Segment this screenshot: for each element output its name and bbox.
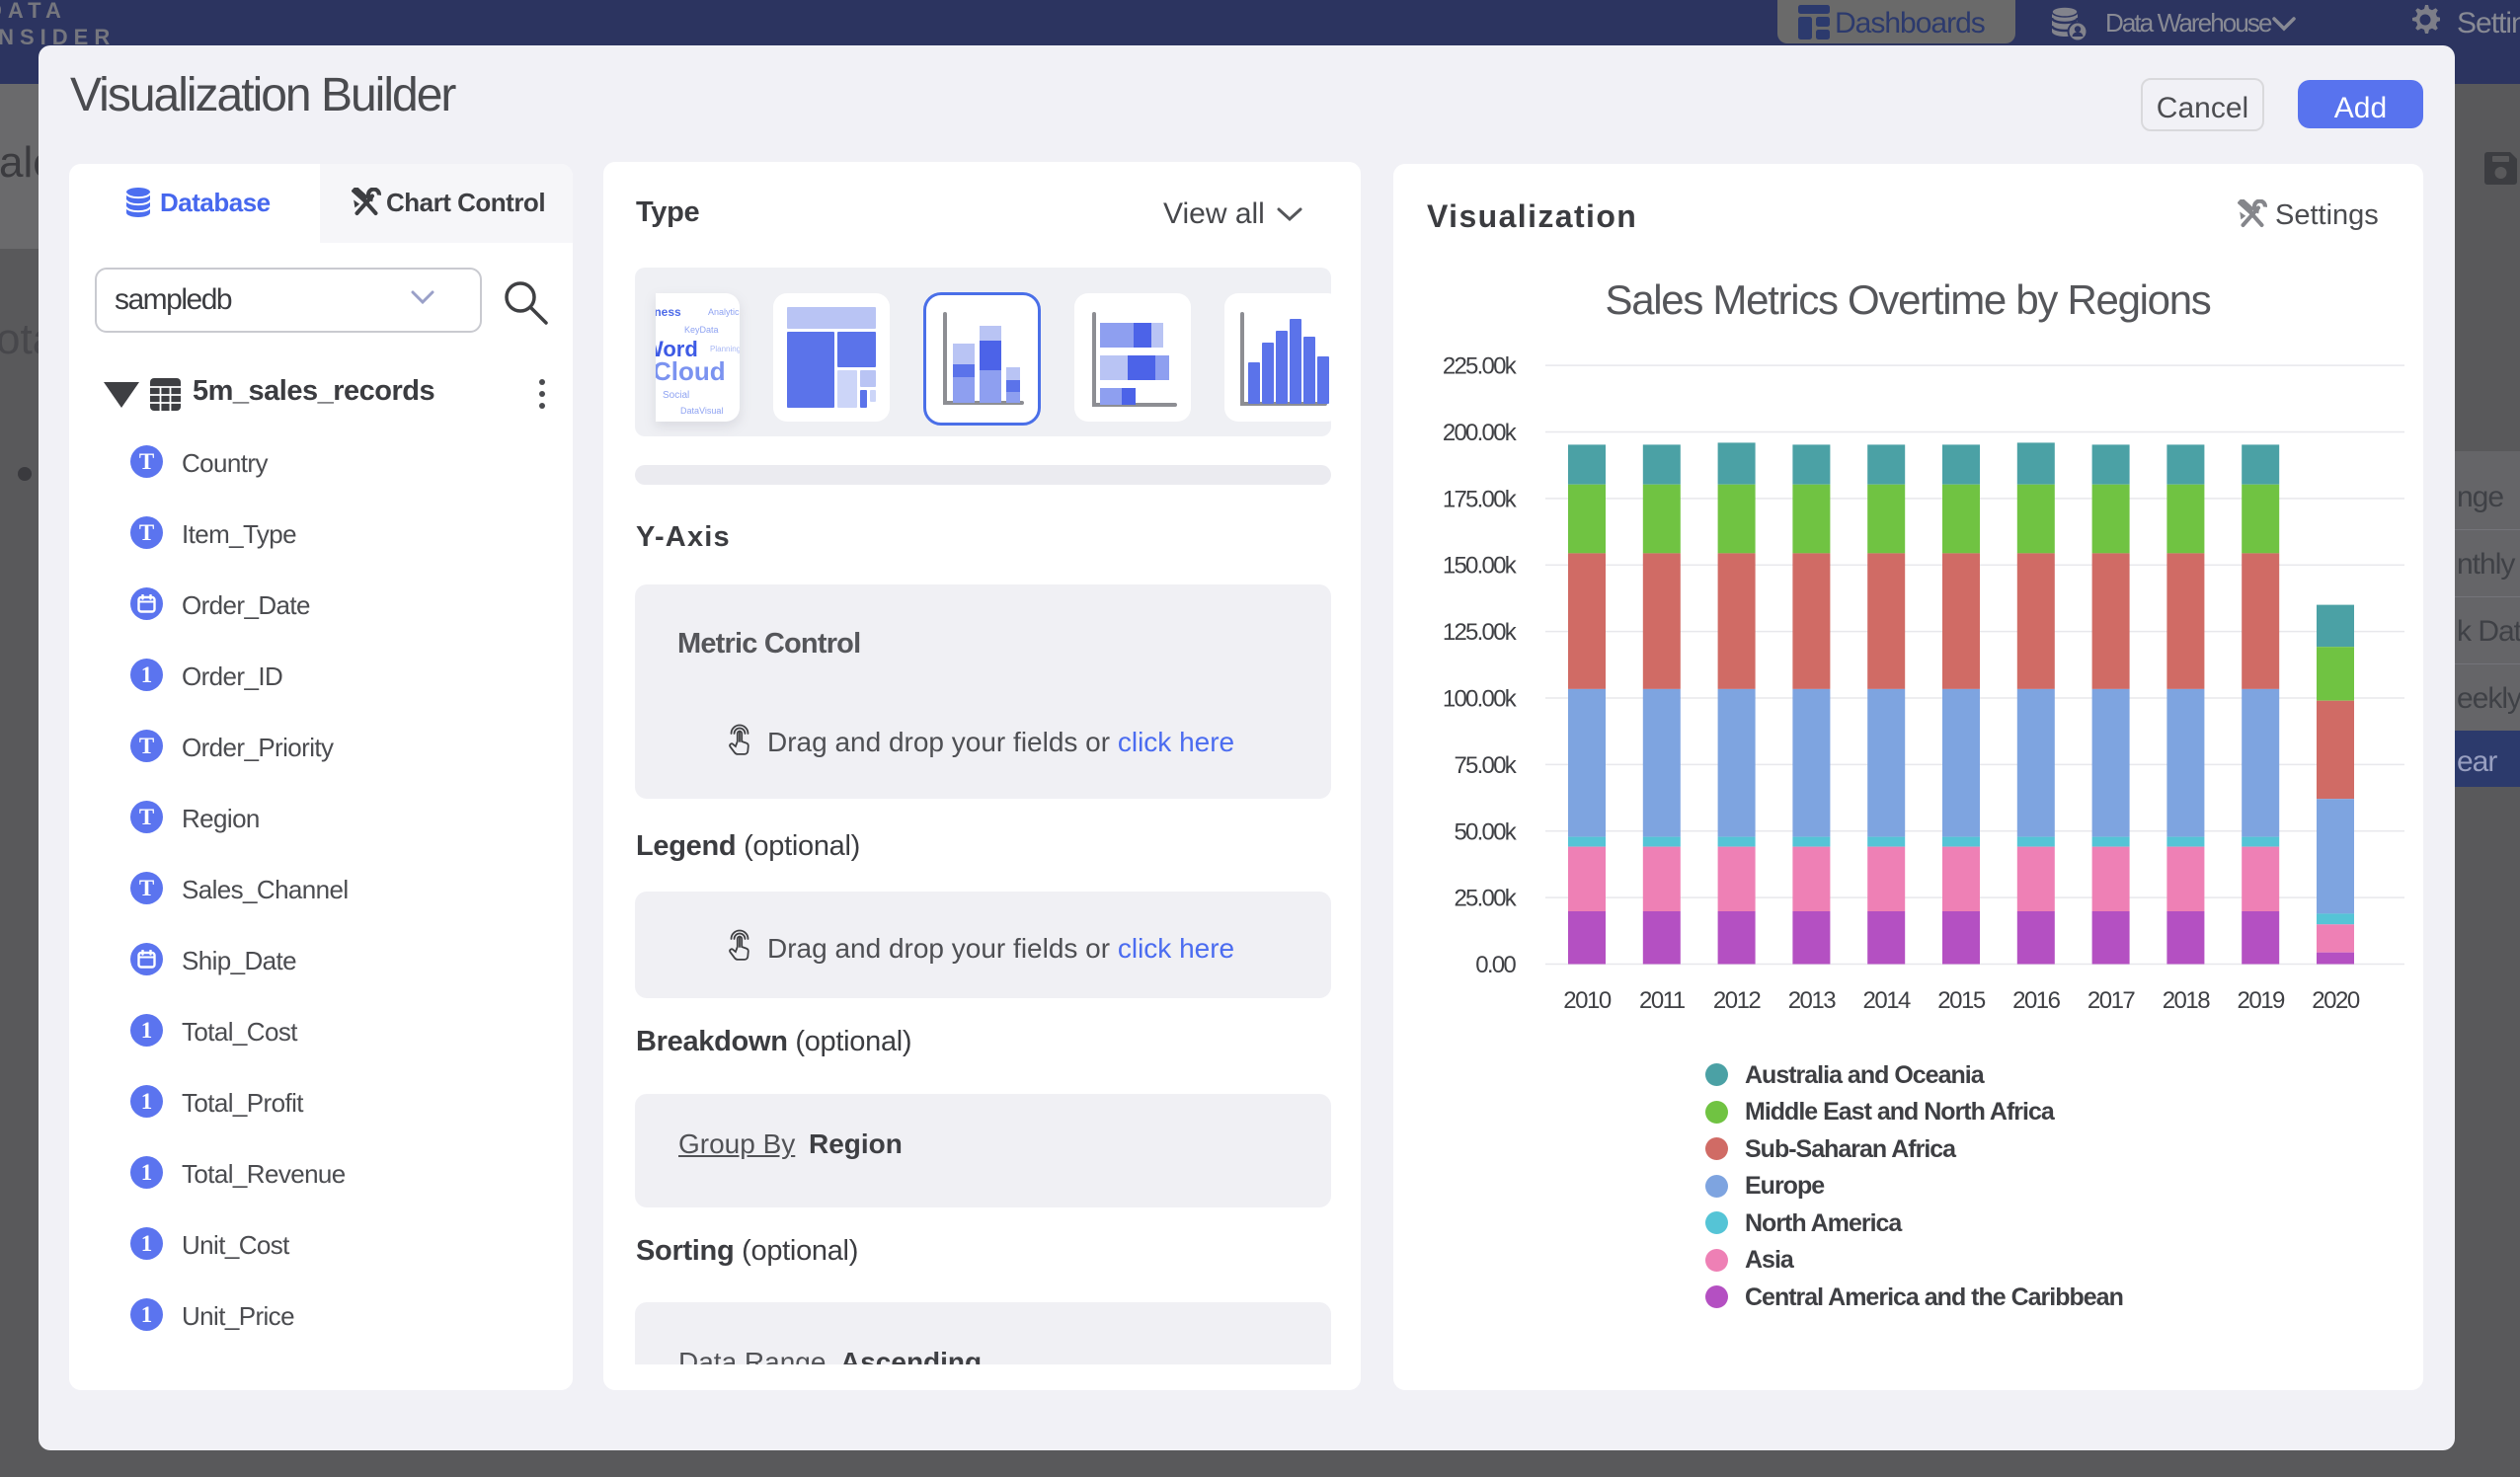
svg-text:2012: 2012 [1713, 987, 1762, 1014]
svg-text:Sales Metrics Overtime by Regi: Sales Metrics Overtime by Regions [1606, 276, 2211, 323]
svg-text:2020: 2020 [2312, 987, 2360, 1014]
svg-text:175.00k: 175.00k [1443, 486, 1518, 512]
svg-text:2017: 2017 [2087, 987, 2136, 1014]
svg-text:200.00k: 200.00k [1443, 420, 1518, 446]
svg-text:2018: 2018 [2163, 987, 2211, 1014]
svg-text:50.00k: 50.00k [1454, 818, 1517, 845]
svg-text:225.00k: 225.00k [1443, 353, 1518, 380]
svg-text:2010: 2010 [1563, 987, 1612, 1014]
svg-text:2011: 2011 [1639, 987, 1686, 1014]
svg-text:2019: 2019 [2238, 987, 2286, 1014]
svg-text:2014: 2014 [1863, 987, 1912, 1014]
svg-text:125.00k: 125.00k [1443, 619, 1518, 646]
svg-text:75.00k: 75.00k [1454, 752, 1517, 779]
svg-text:2013: 2013 [1788, 987, 1837, 1014]
svg-text:100.00k: 100.00k [1443, 686, 1518, 713]
svg-text:25.00k: 25.00k [1454, 886, 1517, 912]
svg-text:0.00: 0.00 [1475, 952, 1516, 978]
svg-text:150.00k: 150.00k [1443, 553, 1518, 580]
svg-text:2016: 2016 [2012, 987, 2061, 1014]
svg-text:2015: 2015 [1937, 987, 1986, 1014]
